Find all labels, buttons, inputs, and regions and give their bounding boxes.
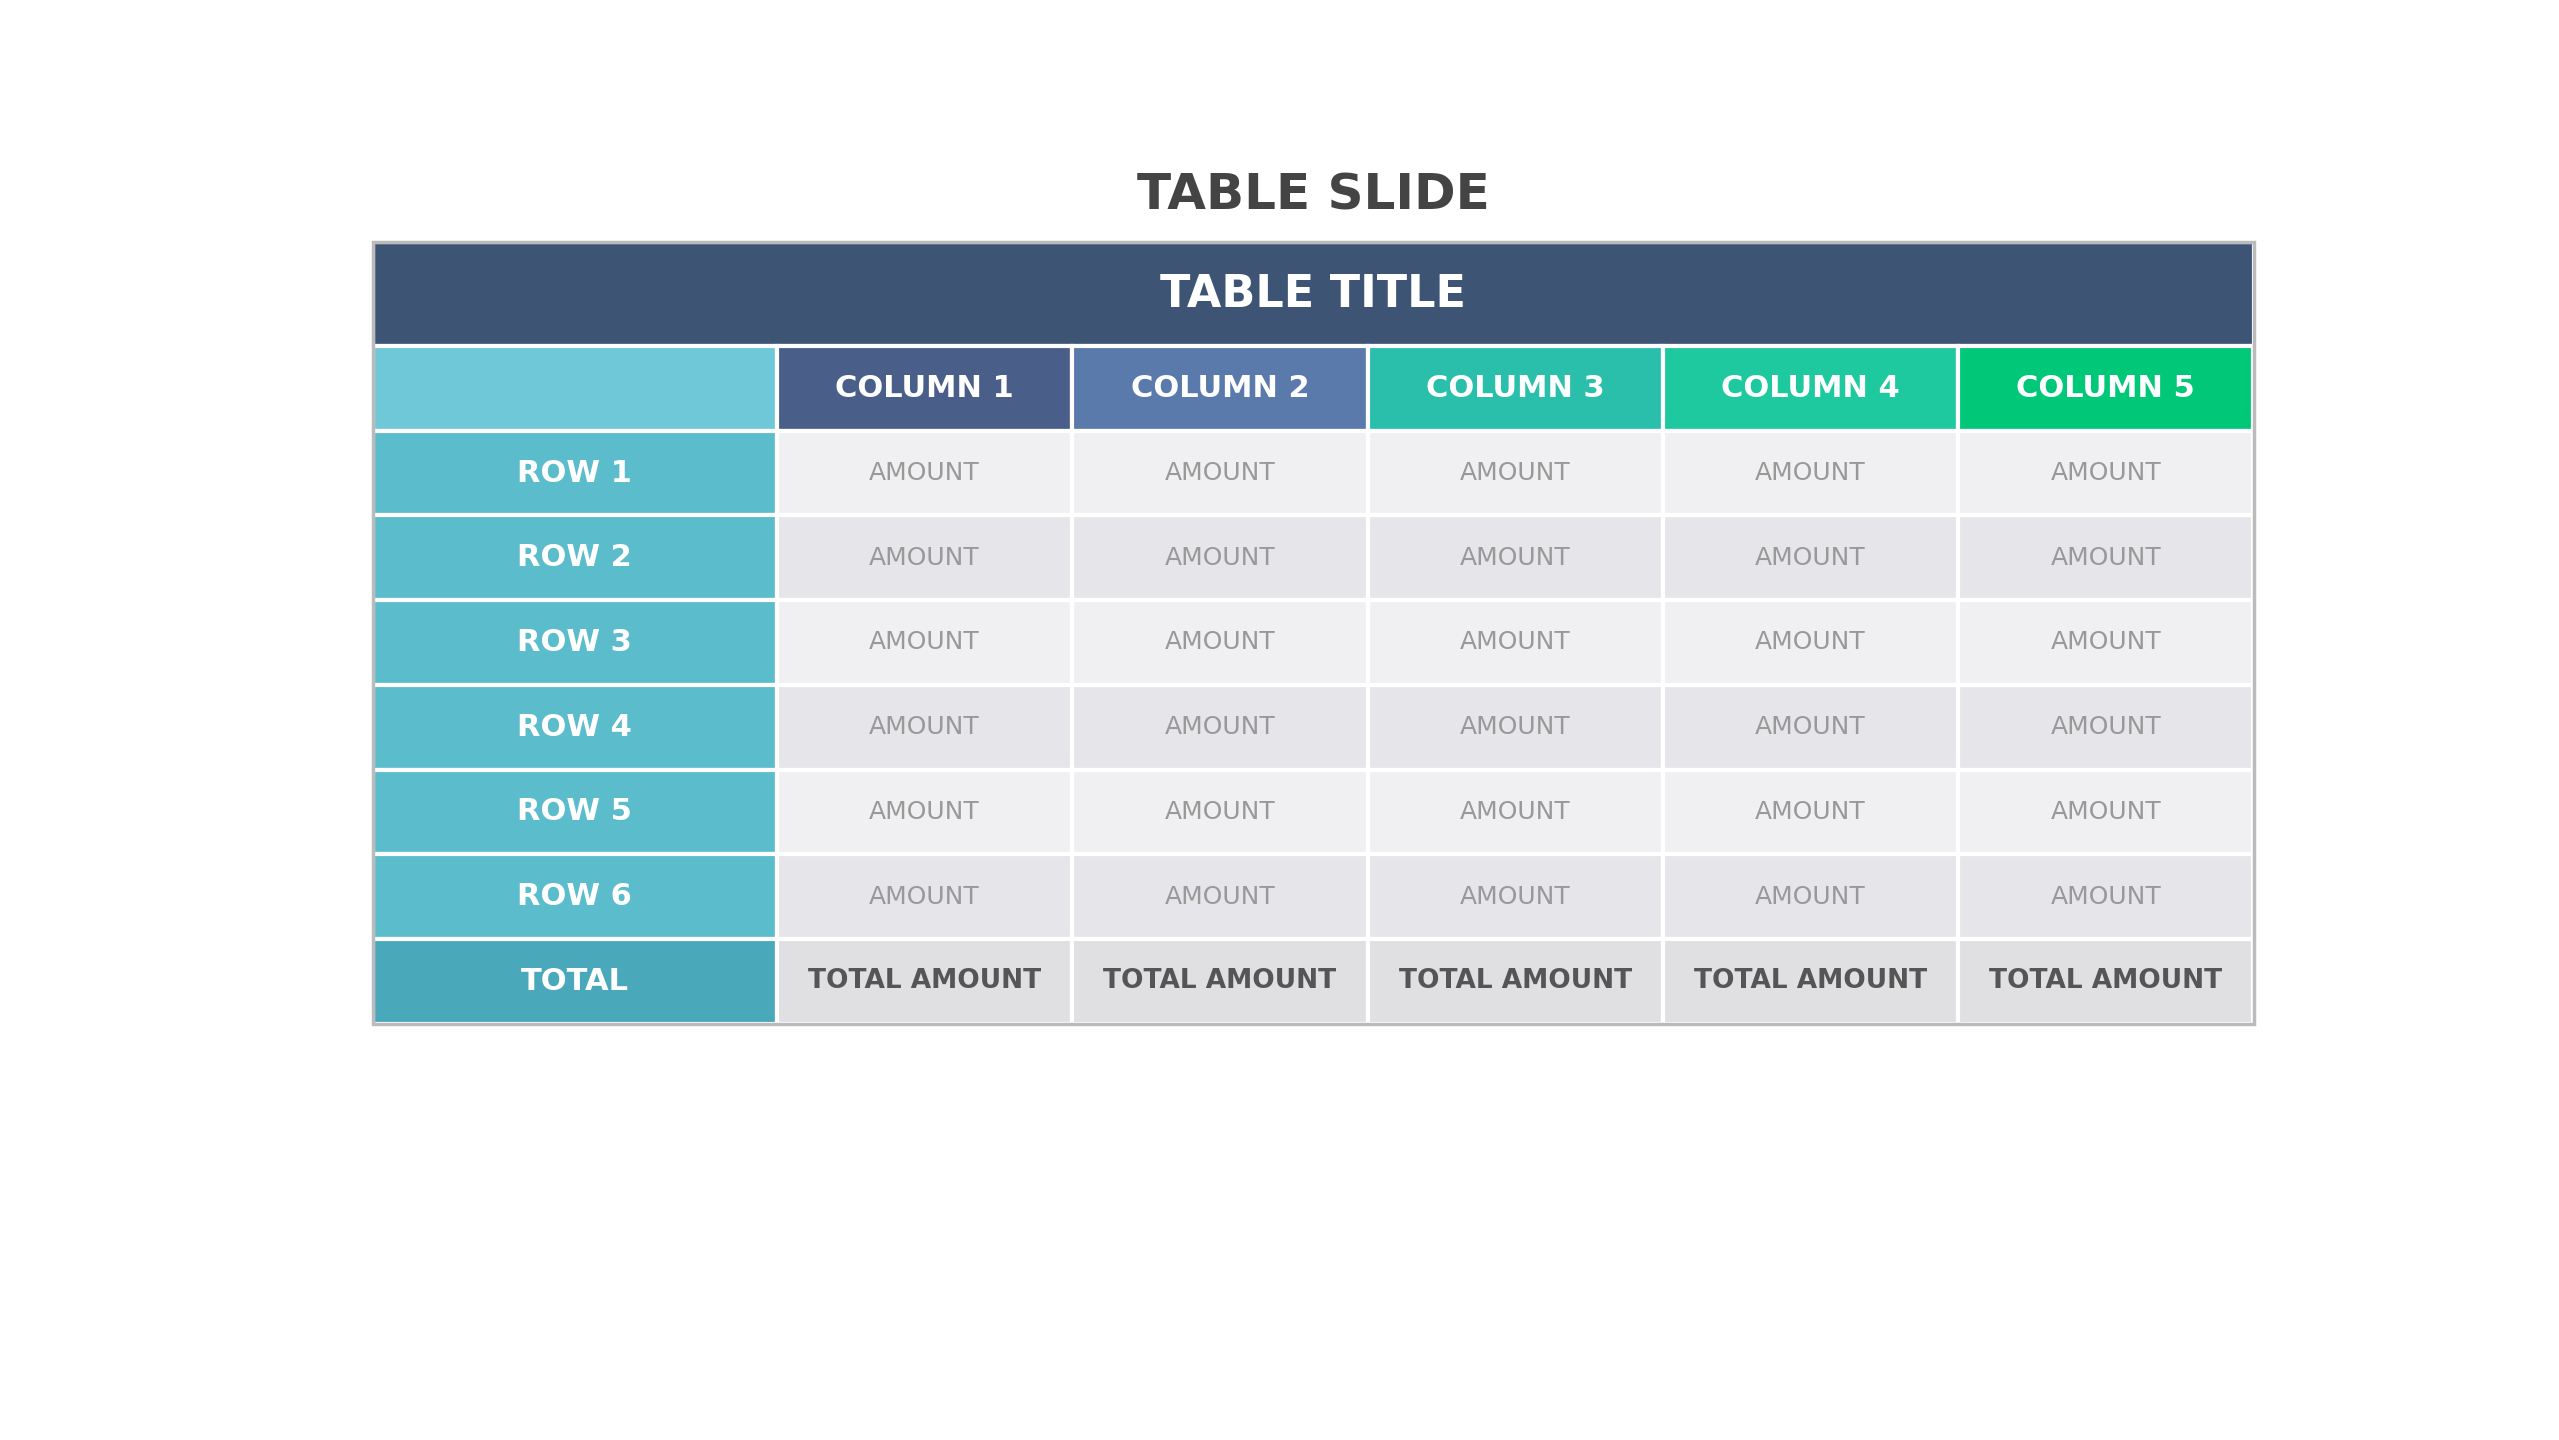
Bar xyxy=(1958,600,2254,685)
Bar xyxy=(374,769,778,854)
Bar xyxy=(1663,685,1958,769)
Text: AMOUNT: AMOUNT xyxy=(2050,631,2162,655)
Text: ROW 5: ROW 5 xyxy=(517,798,632,827)
Text: COLUMN 3: COLUMN 3 xyxy=(1425,374,1604,403)
Bar xyxy=(1072,516,1367,600)
Text: AMOUNT: AMOUNT xyxy=(1459,631,1571,655)
Text: ROW 2: ROW 2 xyxy=(517,543,632,572)
Text: COLUMN 1: COLUMN 1 xyxy=(834,374,1013,403)
Bar xyxy=(778,769,1072,854)
Text: TOTAL AMOUNT: TOTAL AMOUNT xyxy=(1988,968,2221,994)
Bar xyxy=(1958,516,2254,600)
Text: AMOUNT: AMOUNT xyxy=(1755,546,1866,570)
Text: AMOUNT: AMOUNT xyxy=(1755,799,1866,824)
Bar xyxy=(1367,516,1663,600)
Text: AMOUNT: AMOUNT xyxy=(870,884,980,909)
Bar xyxy=(1663,854,1958,939)
Bar xyxy=(778,516,1072,600)
Bar xyxy=(1072,600,1367,685)
Bar xyxy=(1367,600,1663,685)
Text: ROW 4: ROW 4 xyxy=(517,713,632,742)
Text: AMOUNT: AMOUNT xyxy=(2050,461,2162,485)
Bar xyxy=(1367,854,1663,939)
Text: ROW 3: ROW 3 xyxy=(517,628,632,657)
Bar xyxy=(374,854,778,939)
Bar xyxy=(1072,939,1367,1024)
Bar xyxy=(374,516,778,600)
Bar xyxy=(778,431,1072,516)
Text: TOTAL AMOUNT: TOTAL AMOUNT xyxy=(1400,968,1633,994)
Text: AMOUNT: AMOUNT xyxy=(1755,631,1866,655)
Bar xyxy=(374,431,778,516)
Bar xyxy=(1958,854,2254,939)
Bar xyxy=(1663,516,1958,600)
Text: AMOUNT: AMOUNT xyxy=(1755,716,1866,739)
Text: AMOUNT: AMOUNT xyxy=(1164,461,1274,485)
Bar xyxy=(374,600,778,685)
Text: AMOUNT: AMOUNT xyxy=(1459,546,1571,570)
Text: AMOUNT: AMOUNT xyxy=(1164,716,1274,739)
Text: AMOUNT: AMOUNT xyxy=(2050,884,2162,909)
Bar xyxy=(1958,431,2254,516)
Text: AMOUNT: AMOUNT xyxy=(1459,799,1571,824)
Bar xyxy=(374,685,778,769)
Bar xyxy=(1663,600,1958,685)
Text: ROW 1: ROW 1 xyxy=(517,458,632,488)
Text: AMOUNT: AMOUNT xyxy=(2050,716,2162,739)
Text: AMOUNT: AMOUNT xyxy=(870,546,980,570)
Text: TOTAL AMOUNT: TOTAL AMOUNT xyxy=(1103,968,1336,994)
Bar xyxy=(1958,685,2254,769)
Text: COLUMN 5: COLUMN 5 xyxy=(2016,374,2196,403)
Text: AMOUNT: AMOUNT xyxy=(1164,546,1274,570)
Text: COLUMN 4: COLUMN 4 xyxy=(1722,374,1899,403)
Bar xyxy=(1072,431,1367,516)
Bar xyxy=(1072,346,1367,431)
Text: TOTAL: TOTAL xyxy=(522,966,630,996)
Bar xyxy=(1958,346,2254,431)
Bar xyxy=(1367,769,1663,854)
Text: AMOUNT: AMOUNT xyxy=(1755,884,1866,909)
Bar xyxy=(1367,346,1663,431)
Text: AMOUNT: AMOUNT xyxy=(1164,631,1274,655)
Text: TOTAL AMOUNT: TOTAL AMOUNT xyxy=(809,968,1042,994)
Bar xyxy=(1367,431,1663,516)
Text: AMOUNT: AMOUNT xyxy=(1164,884,1274,909)
Bar xyxy=(778,854,1072,939)
Text: AMOUNT: AMOUNT xyxy=(1755,461,1866,485)
Bar xyxy=(1663,346,1958,431)
Text: AMOUNT: AMOUNT xyxy=(1459,884,1571,909)
Bar xyxy=(1663,769,1958,854)
Bar xyxy=(778,600,1072,685)
Text: AMOUNT: AMOUNT xyxy=(1164,799,1274,824)
Bar xyxy=(374,346,778,431)
Text: AMOUNT: AMOUNT xyxy=(870,631,980,655)
Bar xyxy=(778,939,1072,1024)
Text: AMOUNT: AMOUNT xyxy=(1459,461,1571,485)
Bar xyxy=(1958,769,2254,854)
Bar xyxy=(374,939,778,1024)
Bar xyxy=(1072,769,1367,854)
Text: TABLE SLIDE: TABLE SLIDE xyxy=(1136,171,1489,220)
Bar xyxy=(1958,939,2254,1024)
Bar xyxy=(1072,854,1367,939)
Bar xyxy=(778,685,1072,769)
Text: ROW 6: ROW 6 xyxy=(517,883,632,912)
Text: AMOUNT: AMOUNT xyxy=(870,716,980,739)
Bar xyxy=(1663,431,1958,516)
Bar xyxy=(1367,685,1663,769)
Text: AMOUNT: AMOUNT xyxy=(2050,799,2162,824)
Text: AMOUNT: AMOUNT xyxy=(870,799,980,824)
Text: COLUMN 2: COLUMN 2 xyxy=(1131,374,1310,403)
Text: AMOUNT: AMOUNT xyxy=(870,461,980,485)
Bar xyxy=(374,242,2254,1024)
Bar xyxy=(374,242,2254,346)
Bar xyxy=(1072,685,1367,769)
Bar xyxy=(778,346,1072,431)
Bar xyxy=(1367,939,1663,1024)
Text: TABLE TITLE: TABLE TITLE xyxy=(1159,272,1466,315)
Text: AMOUNT: AMOUNT xyxy=(1459,716,1571,739)
Text: TOTAL AMOUNT: TOTAL AMOUNT xyxy=(1694,968,1927,994)
Bar xyxy=(1663,939,1958,1024)
Text: AMOUNT: AMOUNT xyxy=(2050,546,2162,570)
